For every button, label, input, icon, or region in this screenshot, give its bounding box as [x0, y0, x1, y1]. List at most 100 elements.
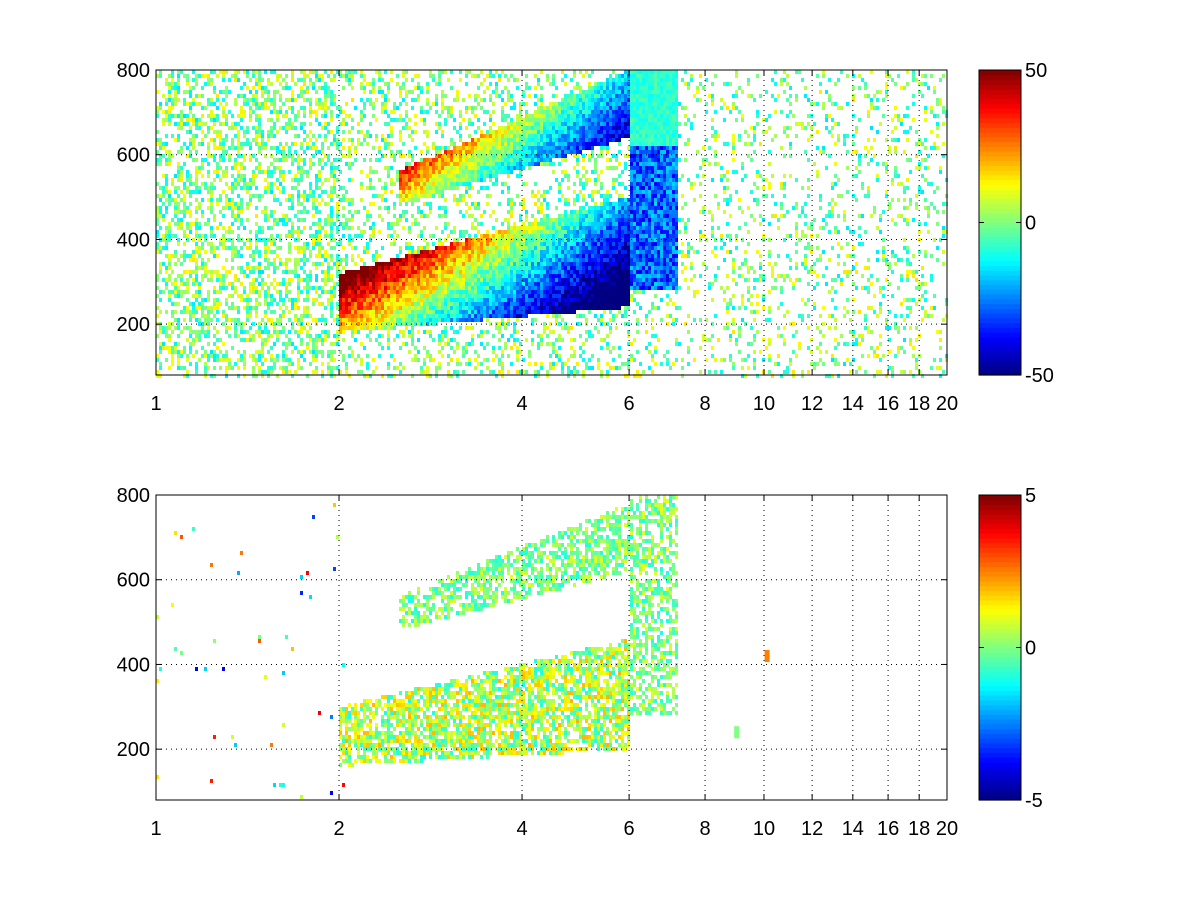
- heatmap-cell: [222, 138, 225, 142]
- heatmap-cell: [294, 270, 297, 274]
- heatmap-cell: [252, 282, 255, 286]
- heatmap-cell: [501, 130, 504, 134]
- heatmap-cell: [456, 242, 459, 246]
- heatmap-cell: [519, 106, 522, 110]
- heatmap-cell: [366, 242, 369, 246]
- heatmap-cell: [525, 290, 528, 294]
- heatmap-cell: [252, 174, 255, 178]
- heatmap-cell: [321, 374, 324, 378]
- heatmap-cell: [186, 102, 189, 106]
- heatmap-cell: [456, 258, 459, 262]
- heatmap-cell: [195, 134, 198, 138]
- heatmap-cell: [372, 266, 375, 270]
- heatmap-cell: [426, 102, 429, 106]
- heatmap-cell: [399, 214, 402, 218]
- heatmap-cell: [534, 222, 537, 226]
- heatmap-cell: [462, 286, 465, 290]
- heatmap-cell: [285, 234, 288, 238]
- heatmap-cell: [207, 82, 210, 86]
- heatmap-cell: [402, 334, 405, 338]
- heatmap-cell: [420, 310, 423, 314]
- heatmap-cell: [174, 138, 177, 142]
- heatmap-cell: [387, 318, 390, 322]
- heatmap-cell: [528, 158, 531, 162]
- heatmap-cell: [438, 150, 441, 154]
- heatmap-cell: [504, 246, 507, 250]
- heatmap-cell: [186, 78, 189, 82]
- heatmap-cell: [246, 218, 249, 222]
- heatmap-cell: [324, 122, 327, 126]
- heatmap-cell: [282, 114, 285, 118]
- heatmap-cell: [288, 358, 291, 362]
- heatmap-cell: [474, 302, 477, 306]
- heatmap-cell: [264, 342, 267, 346]
- heatmap-cell: [462, 198, 465, 202]
- heatmap-cell: [519, 158, 522, 162]
- heatmap-cell: [480, 70, 483, 74]
- heatmap-cell: [213, 306, 216, 310]
- heatmap-cell: [315, 206, 318, 210]
- heatmap-cell: [183, 310, 186, 314]
- heatmap-cell: [516, 242, 519, 246]
- heatmap-cell: [378, 314, 381, 318]
- heatmap-cell: [444, 342, 447, 346]
- heatmap-cell: [192, 342, 195, 346]
- heatmap-cell: [519, 166, 522, 170]
- heatmap-cell: [477, 302, 480, 306]
- heatmap-cell: [261, 194, 264, 198]
- heatmap-cell: [453, 294, 456, 298]
- heatmap-cell: [237, 358, 240, 362]
- heatmap-cell: [261, 278, 264, 282]
- heatmap-cell: [156, 106, 159, 110]
- heatmap-cell: [444, 266, 447, 270]
- heatmap-cell: [384, 286, 387, 290]
- heatmap-cell: [237, 226, 240, 230]
- heatmap-cell: [504, 342, 507, 346]
- heatmap-cell: [159, 138, 162, 142]
- heatmap-cell: [423, 130, 426, 134]
- heatmap-cell: [225, 302, 228, 306]
- heatmap-cell: [408, 170, 411, 174]
- heatmap-cell: [450, 326, 453, 330]
- heatmap-cell: [429, 274, 432, 278]
- heatmap-cell: [201, 266, 204, 270]
- heatmap-cell: [489, 142, 492, 146]
- heatmap-cell: [492, 346, 495, 350]
- heatmap-cell: [303, 122, 306, 126]
- heatmap-cell: [354, 306, 357, 310]
- heatmap-cell: [537, 122, 540, 126]
- heatmap-cell: [444, 306, 447, 310]
- heatmap-cell: [177, 162, 180, 166]
- heatmap-cell: [228, 362, 231, 366]
- heatmap-cell: [435, 150, 438, 154]
- heatmap-cell: [180, 262, 183, 266]
- heatmap-cell: [489, 274, 492, 278]
- heatmap-cell: [249, 306, 252, 310]
- heatmap-cell: [231, 266, 234, 270]
- heatmap-cell: [426, 286, 429, 290]
- heatmap-cell: [426, 350, 429, 354]
- heatmap-cell: [492, 102, 495, 106]
- heatmap-cell: [192, 310, 195, 314]
- heatmap-cell: [318, 334, 321, 338]
- heatmap-cell: [324, 98, 327, 102]
- heatmap-cell: [339, 106, 342, 110]
- heatmap-cell: [471, 74, 474, 78]
- heatmap-cell: [354, 286, 357, 290]
- heatmap-cell: [285, 366, 288, 370]
- heatmap-cell: [297, 78, 300, 82]
- heatmap-cell: [405, 194, 408, 198]
- heatmap-cell: [468, 254, 471, 258]
- heatmap-cell: [246, 86, 249, 90]
- heatmap-cell: [486, 142, 489, 146]
- heatmap-cell: [513, 282, 516, 286]
- heatmap-cell: [522, 234, 525, 238]
- heatmap-cell: [192, 78, 195, 82]
- heatmap-cell: [408, 330, 411, 334]
- heatmap-cell: [516, 294, 519, 298]
- heatmap-cell: [381, 334, 384, 338]
- heatmap-cell: [309, 102, 312, 106]
- heatmap-cell: [465, 170, 468, 174]
- heatmap-cell: [465, 314, 468, 318]
- heatmap-cell: [498, 94, 501, 98]
